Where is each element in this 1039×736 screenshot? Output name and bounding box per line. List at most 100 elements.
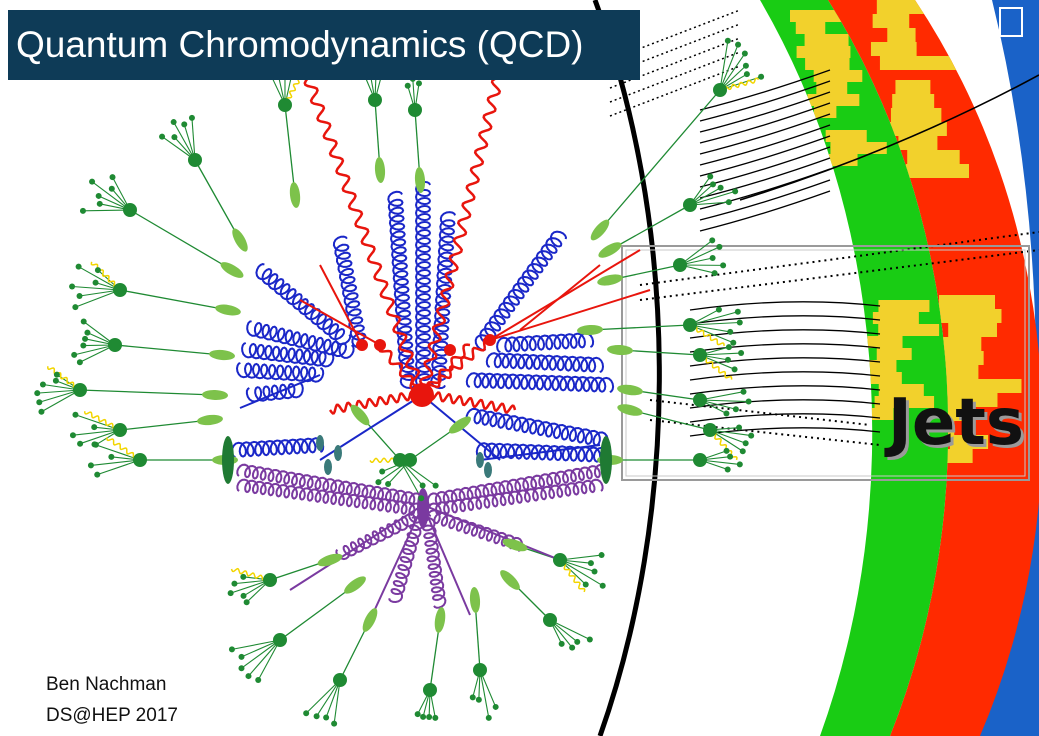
hadron bbox=[238, 665, 245, 672]
hadron bbox=[238, 653, 245, 660]
hadron bbox=[715, 306, 722, 313]
hcal-layer bbox=[828, 0, 1039, 736]
hadron-track bbox=[241, 639, 281, 658]
hadron bbox=[231, 580, 238, 587]
hcal-deposit bbox=[943, 379, 1022, 393]
gluon-spring bbox=[496, 332, 595, 353]
hcal-deposit bbox=[892, 94, 935, 108]
hadron bbox=[36, 399, 43, 406]
track bbox=[699, 157, 831, 199]
hadron-track bbox=[194, 159, 241, 241]
quark-line bbox=[479, 444, 601, 461]
hadron bbox=[693, 453, 707, 467]
hadron bbox=[414, 711, 421, 718]
hadron bbox=[469, 694, 476, 701]
author-name: Ben Nachman bbox=[46, 674, 167, 695]
ecal-deposit bbox=[805, 58, 850, 70]
ecal-deposit bbox=[795, 22, 826, 34]
hadron bbox=[558, 640, 565, 647]
hadron bbox=[92, 279, 99, 286]
hadron-track bbox=[559, 559, 603, 587]
hadron-track bbox=[679, 246, 720, 266]
hadron bbox=[693, 393, 707, 407]
hadron-track bbox=[589, 324, 691, 331]
track bbox=[689, 399, 881, 409]
hadron bbox=[403, 453, 417, 467]
vertex bbox=[444, 344, 456, 356]
dotted-track bbox=[609, 37, 741, 89]
hadron bbox=[368, 93, 382, 107]
hadron bbox=[703, 423, 717, 437]
vertex bbox=[356, 339, 368, 351]
hadron bbox=[432, 714, 439, 721]
hcal-deposit bbox=[898, 136, 938, 150]
jets-label: Jets bbox=[888, 386, 1024, 460]
quark-line bbox=[418, 76, 502, 397]
hadron bbox=[408, 103, 422, 117]
hadron bbox=[108, 453, 115, 460]
cluster bbox=[220, 262, 244, 278]
dotted-track bbox=[639, 231, 1039, 286]
cluster bbox=[350, 404, 370, 426]
hadron bbox=[432, 482, 439, 489]
hadron bbox=[109, 174, 116, 181]
hadron bbox=[95, 192, 102, 199]
hadron bbox=[323, 714, 330, 721]
hadron bbox=[123, 203, 137, 217]
hadron bbox=[375, 479, 382, 486]
hadron-track bbox=[699, 391, 744, 401]
hadron-track bbox=[689, 190, 736, 206]
hadron bbox=[724, 356, 731, 363]
cluster bbox=[197, 414, 223, 426]
hadron bbox=[243, 599, 250, 606]
cluster bbox=[334, 445, 342, 461]
gluon-spring bbox=[230, 437, 325, 458]
hadron-track bbox=[719, 44, 739, 91]
hadron bbox=[418, 495, 425, 502]
hadron-track bbox=[599, 89, 721, 231]
ecal-deposit bbox=[878, 300, 930, 312]
hadron bbox=[170, 119, 177, 126]
hadron bbox=[72, 411, 79, 418]
gluon-spring bbox=[245, 382, 304, 403]
tracker-tracks bbox=[609, 9, 1039, 446]
quark-line bbox=[421, 337, 491, 398]
hadron-track bbox=[37, 389, 81, 394]
hadron bbox=[736, 424, 743, 431]
ecal-deposit bbox=[816, 82, 848, 94]
cluster bbox=[577, 324, 603, 336]
ecal-deposit bbox=[813, 106, 837, 118]
hcal-deposit bbox=[937, 351, 984, 365]
cluster bbox=[502, 538, 528, 552]
cluster bbox=[289, 182, 301, 208]
gluon-spring bbox=[241, 342, 335, 368]
hadron-track bbox=[119, 289, 229, 311]
hadron-track bbox=[279, 584, 356, 641]
ecal-deposit bbox=[807, 94, 860, 106]
hcal-deposit bbox=[941, 337, 982, 351]
track bbox=[699, 80, 831, 122]
hcal-deposit bbox=[907, 150, 960, 164]
hadron bbox=[727, 453, 734, 460]
hadron bbox=[711, 270, 718, 277]
hadron-track bbox=[689, 311, 738, 326]
hadron bbox=[77, 440, 84, 447]
hadron bbox=[159, 133, 166, 140]
hadron bbox=[736, 461, 743, 468]
track bbox=[689, 371, 881, 381]
hadron bbox=[227, 590, 234, 597]
hadron bbox=[89, 178, 96, 185]
hadron-track bbox=[78, 266, 121, 291]
hadron bbox=[181, 121, 188, 128]
vertex bbox=[374, 339, 386, 351]
hadron bbox=[52, 377, 59, 384]
hadron bbox=[743, 71, 750, 78]
hadron bbox=[553, 553, 567, 567]
hadron-track bbox=[479, 669, 490, 718]
hadron-track bbox=[75, 289, 121, 308]
parton-shower bbox=[34, 37, 765, 727]
cluster bbox=[215, 304, 241, 316]
hadron bbox=[278, 98, 292, 112]
